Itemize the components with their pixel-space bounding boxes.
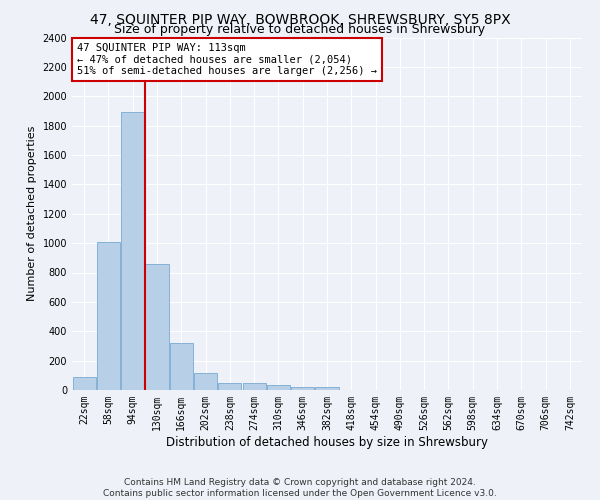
Bar xyxy=(73,377,95,390)
Bar xyxy=(267,385,290,390)
Bar xyxy=(291,387,314,390)
Bar xyxy=(316,387,338,390)
Text: Contains HM Land Registry data © Crown copyright and database right 2024.
Contai: Contains HM Land Registry data © Crown c… xyxy=(103,478,497,498)
Bar xyxy=(194,373,217,390)
Bar xyxy=(170,343,193,390)
Bar xyxy=(218,382,241,390)
X-axis label: Distribution of detached houses by size in Shrewsbury: Distribution of detached houses by size … xyxy=(166,436,488,448)
Bar xyxy=(97,242,120,390)
Text: Size of property relative to detached houses in Shrewsbury: Size of property relative to detached ho… xyxy=(115,24,485,36)
Bar xyxy=(121,112,144,390)
Bar xyxy=(242,384,266,390)
Bar xyxy=(145,264,169,390)
Text: 47 SQUINTER PIP WAY: 113sqm
← 47% of detached houses are smaller (2,054)
51% of : 47 SQUINTER PIP WAY: 113sqm ← 47% of det… xyxy=(77,43,377,76)
Text: 47, SQUINTER PIP WAY, BOWBROOK, SHREWSBURY, SY5 8PX: 47, SQUINTER PIP WAY, BOWBROOK, SHREWSBU… xyxy=(89,12,511,26)
Y-axis label: Number of detached properties: Number of detached properties xyxy=(27,126,37,302)
